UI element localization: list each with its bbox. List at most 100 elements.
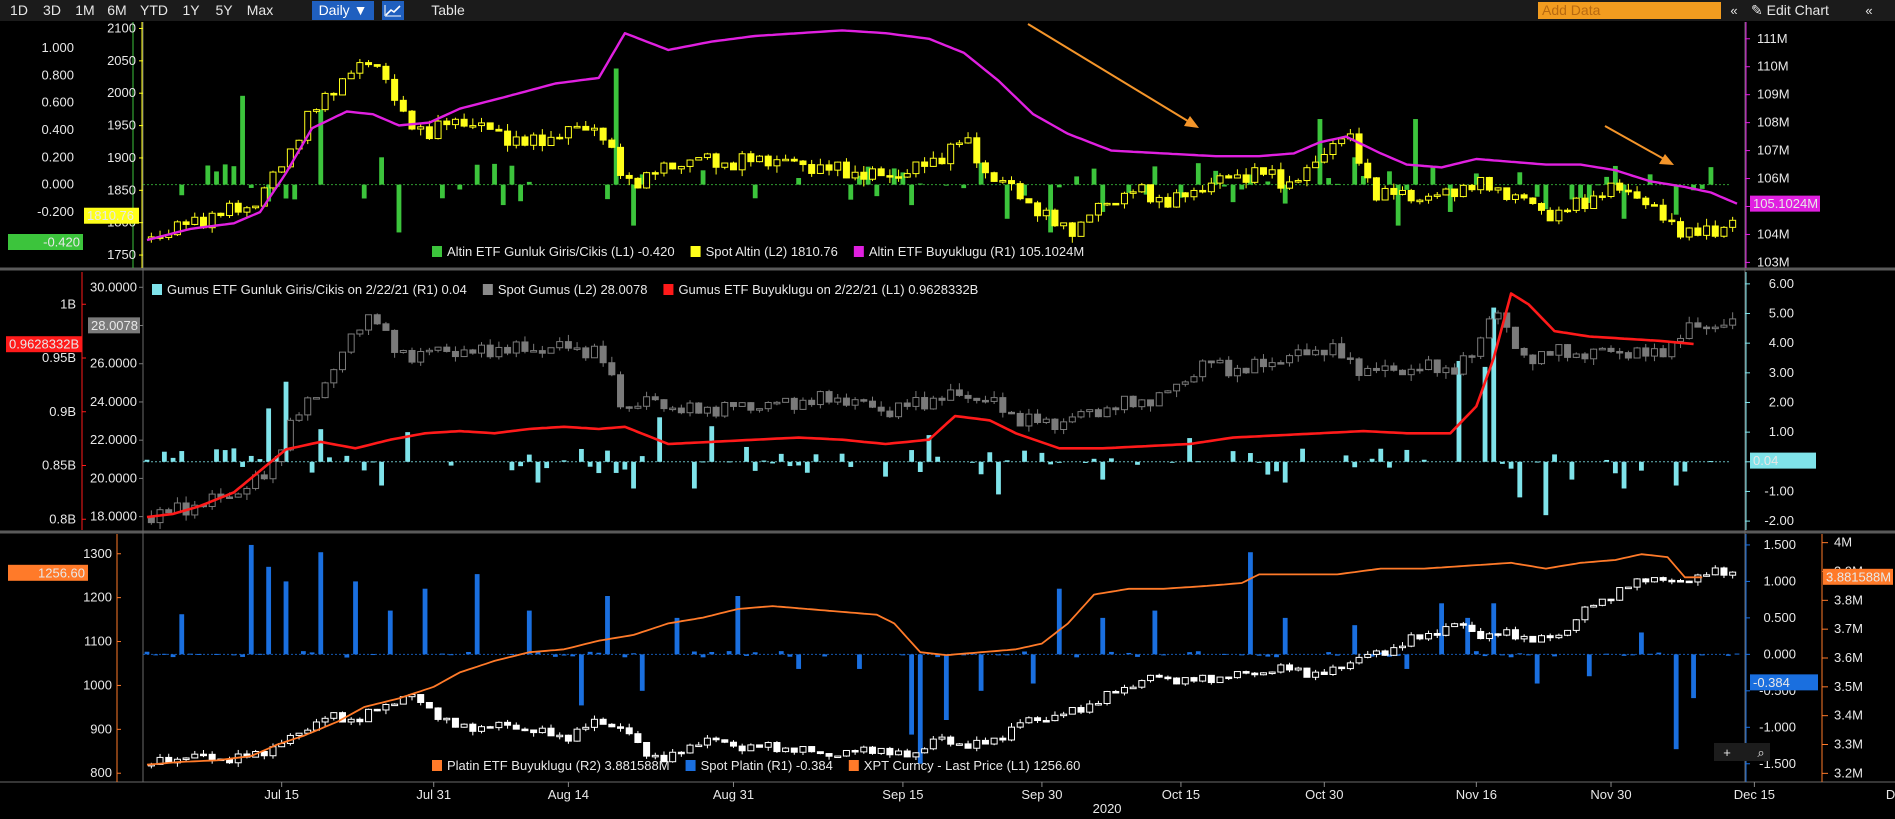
flow-bar [639, 654, 645, 691]
flow-bar [1621, 184, 1627, 219]
candle-body [1286, 664, 1294, 671]
candle-body [1364, 367, 1372, 377]
chart-type-icon[interactable] [382, 1, 404, 20]
flow-bar [917, 183, 923, 185]
candle-body [1190, 376, 1198, 383]
candle-body [990, 397, 998, 402]
candle-body [868, 746, 876, 754]
candle-body [825, 753, 833, 757]
flow-bar [1517, 653, 1523, 655]
close-icon[interactable]: « [1865, 3, 1873, 18]
flow-bar [274, 456, 280, 462]
candle-body [634, 733, 642, 743]
flow-bar [196, 653, 202, 655]
flow-bar [1656, 652, 1662, 655]
candle-body [1094, 409, 1102, 418]
candle-body [165, 509, 173, 514]
flow-bar [631, 653, 636, 655]
flow-bar [318, 429, 324, 462]
flow-bar [379, 157, 384, 185]
candle-body [1147, 399, 1155, 407]
add-data-input[interactable]: Add Data [1538, 2, 1721, 19]
flow-bar [935, 654, 941, 658]
gold-price-axis-label: 2100 [107, 20, 136, 35]
range-5y-button[interactable]: 5Y [215, 2, 233, 18]
flow-bar [1161, 654, 1166, 656]
flow-bar [248, 455, 254, 462]
candle-body [547, 727, 555, 737]
candle-body [1129, 191, 1137, 194]
candle-body [1590, 348, 1598, 360]
candle-body [1416, 634, 1424, 640]
candle-body [573, 347, 581, 350]
edit-chart-button[interactable]: ✎ Edit Chart [1751, 1, 1829, 20]
plat-price-axis-label: 1100 [84, 634, 112, 649]
flow-bar [1708, 167, 1714, 185]
candle-body [191, 504, 199, 516]
candle-body [1120, 192, 1128, 205]
candle-body [1607, 598, 1615, 602]
candle-body [1225, 175, 1233, 179]
candle-body [1729, 318, 1737, 326]
range-max-button[interactable]: Max [246, 2, 274, 18]
candle-body [1164, 390, 1172, 394]
plat-price-axis-label: 1300 [83, 546, 112, 561]
frequency-dropdown[interactable]: Daily ▼ [312, 1, 374, 20]
candle-body [738, 153, 746, 171]
range-1d-button[interactable]: 1D [10, 2, 28, 18]
candle-body [747, 744, 755, 752]
candle-body [382, 704, 390, 711]
candle-body [1242, 671, 1250, 674]
flow-bar [796, 177, 802, 185]
range-3d-button[interactable]: 3D [43, 2, 61, 18]
flow-bar [909, 184, 914, 206]
candle-body [1668, 579, 1676, 583]
collapse-icon[interactable]: « [1730, 3, 1738, 18]
candle-body [1659, 577, 1667, 581]
candle-body [1729, 219, 1737, 228]
range-1y-button[interactable]: 1Y [182, 2, 200, 18]
range-ytd-button[interactable]: YTD [140, 2, 168, 18]
candle-body [182, 221, 190, 225]
candle-body [1711, 225, 1719, 237]
candle-body [947, 736, 955, 745]
flow-bar [631, 184, 636, 226]
candle-body [981, 162, 989, 174]
flow-bar [266, 408, 272, 462]
flow-bar [752, 461, 758, 471]
flow-bar [474, 574, 480, 655]
flow-bar [605, 450, 610, 462]
legend-swatch [152, 284, 162, 295]
flow-bar [883, 461, 888, 477]
candle-body [947, 143, 955, 165]
candle-body [538, 727, 546, 734]
candle-body [625, 174, 633, 179]
candle-body [1720, 567, 1728, 576]
candle-body [929, 738, 937, 750]
candle-body [347, 72, 355, 80]
candle-body [443, 120, 451, 126]
candle-body [260, 750, 268, 757]
candle-body [1633, 578, 1641, 588]
candle-body [1555, 634, 1563, 639]
candle-body [651, 396, 659, 401]
candle-body [573, 125, 581, 129]
flow-bar [1456, 360, 1462, 462]
range-1m-button[interactable]: 1M [75, 2, 95, 18]
flow-bar [535, 461, 541, 483]
silver-size-axis-label: 0.85B [42, 458, 76, 473]
candle-body [556, 341, 564, 349]
flow-bar [526, 454, 532, 462]
candle-body [365, 62, 373, 66]
range-6m-button[interactable]: 6M [107, 2, 127, 18]
flow-bar [1169, 461, 1175, 463]
gold-flow-tag-bg [8, 234, 83, 250]
silver-panel: 1B0.95B0.9B0.85B0.8B30.000028.000026.000… [6, 272, 1816, 530]
candle-body [1398, 189, 1406, 195]
candle-body [903, 402, 911, 407]
table-button[interactable]: Table [431, 2, 465, 18]
flow-bar [839, 453, 845, 462]
flow-bar [1673, 654, 1679, 750]
gold-price-tag: 1810.76 [87, 208, 134, 223]
flow-bar [1517, 172, 1523, 185]
